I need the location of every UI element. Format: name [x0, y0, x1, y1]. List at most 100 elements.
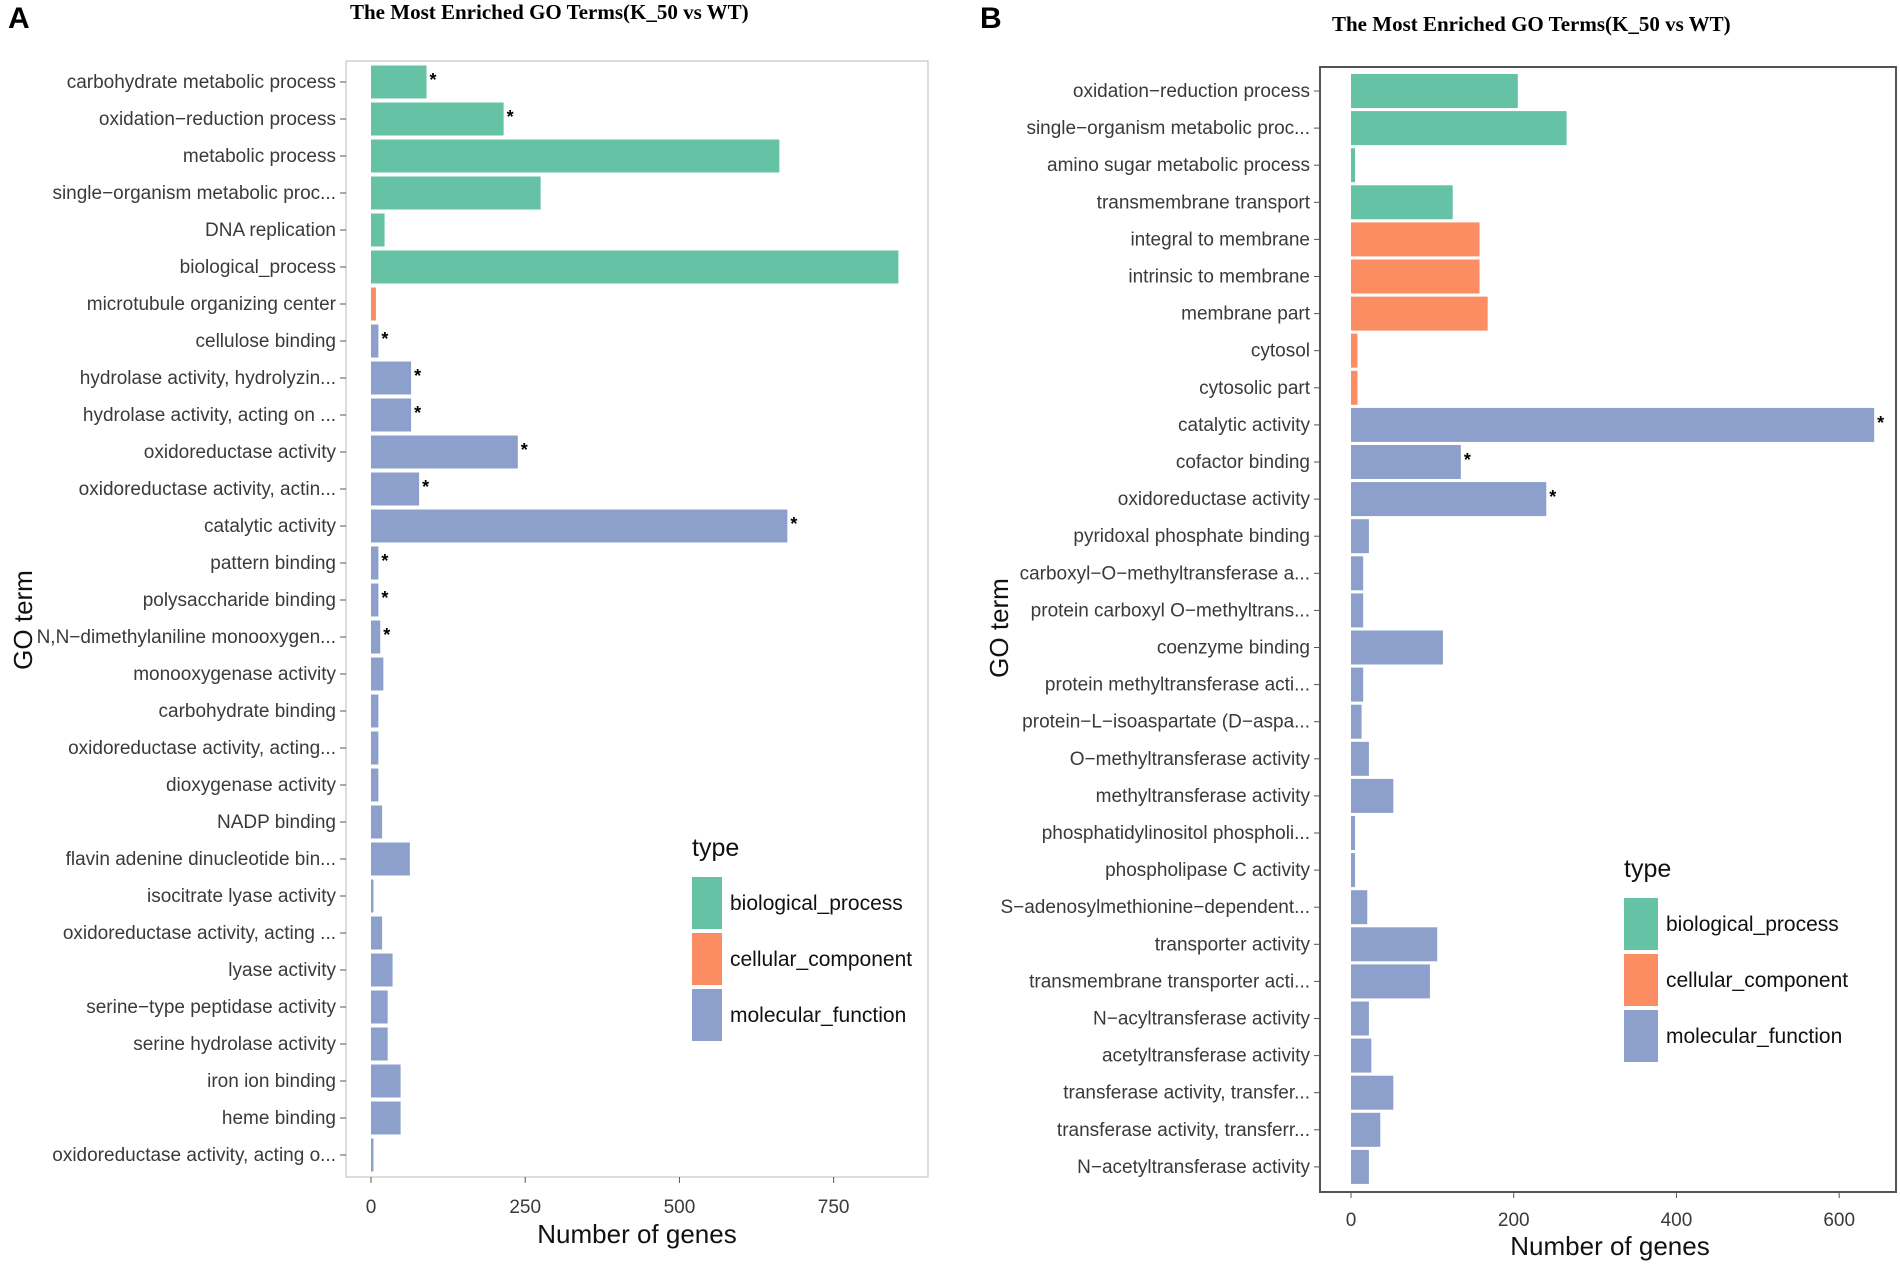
category-label-a-25: lyase activity: [228, 960, 336, 981]
category-label-a-16: N,N−dimethylaniline monooxygen...: [37, 627, 336, 648]
category-label-a-28: iron ion binding: [207, 1071, 336, 1092]
bar-a-6: [371, 250, 899, 284]
bar-b-29: [1351, 1112, 1381, 1147]
x-axis-title-a: Number of genes: [537, 1219, 736, 1249]
y-axis-title-b: GO term: [984, 578, 1014, 678]
panel-letter-b: B: [980, 2, 1002, 35]
significance-star-a-2: *: [507, 107, 514, 127]
category-label-a-4: single−organism metabolic proc...: [52, 183, 336, 204]
category-label-b-21: phosphatidylinositol phospholi...: [1042, 823, 1310, 844]
bar-a-17: [371, 657, 384, 691]
bar-b-8: [1351, 333, 1358, 368]
bar-a-7: [371, 287, 376, 321]
category-label-a-22: flavin adenine dinucleotide bin...: [66, 849, 336, 870]
bar-a-21: [371, 805, 383, 839]
x-tick-label-b-1: 0: [1346, 1210, 1357, 1231]
bar-b-1: [1351, 74, 1518, 108]
chart-title-a: The Most Enriched GO Terms(K_50 vs WT): [350, 0, 749, 24]
legend-swatch-a-cellular-component: [692, 933, 722, 985]
category-label-a-26: serine−type peptidase activity: [86, 997, 336, 1018]
category-label-b-22: phospholipase C activity: [1105, 860, 1310, 881]
bar-b-5: [1351, 222, 1480, 257]
bar-b-27: [1351, 1038, 1372, 1073]
category-label-a-6: biological_process: [180, 257, 336, 278]
significance-star-a-8: *: [381, 329, 388, 349]
bar-b-3: [1351, 148, 1356, 183]
category-label-b-30: N−acetyltransferase activity: [1077, 1157, 1310, 1178]
bar-b-13: [1351, 519, 1369, 554]
bar-b-30: [1351, 1149, 1369, 1184]
bar-b-24: [1351, 927, 1438, 962]
category-label-b-23: S−adenosylmethionine−dependent...: [1000, 897, 1310, 918]
bar-a-20: [371, 768, 379, 802]
category-label-a-11: oxidoreductase activity: [144, 442, 337, 463]
category-label-a-5: DNA replication: [205, 220, 336, 241]
legend-label-b-biological-process: biological_process: [1666, 913, 1839, 936]
bar-a-13: [371, 509, 788, 543]
y-axis-title-a: GO term: [8, 570, 38, 670]
bar-b-14: [1351, 556, 1364, 591]
category-label-b-5: integral to membrane: [1130, 229, 1310, 250]
bar-a-26: [371, 990, 388, 1024]
category-label-a-1: carbohydrate metabolic process: [67, 72, 336, 93]
legend-swatch-b-cellular-component: [1624, 954, 1658, 1006]
bar-b-23: [1351, 890, 1368, 925]
category-label-b-18: protein−L−isoaspartate (D−aspa...: [1022, 712, 1310, 733]
bar-b-10: [1351, 407, 1875, 442]
legend-swatch-a-biological-process: [692, 877, 722, 929]
significance-star-a-14: *: [381, 551, 388, 571]
category-label-b-8: cytosol: [1251, 341, 1310, 362]
bar-b-16: [1351, 630, 1443, 665]
significance-star-b-12: *: [1549, 487, 1556, 507]
significance-star-a-1: *: [430, 70, 437, 90]
category-label-a-30: oxidoreductase activity, acting o...: [52, 1145, 336, 1166]
bar-b-20: [1351, 778, 1394, 813]
bar-b-21: [1351, 816, 1356, 850]
bar-a-23: [371, 879, 374, 913]
bar-a-24: [371, 916, 383, 950]
bar-a-30: [371, 1138, 374, 1172]
legend-label-a-cellular-component: cellular_component: [730, 948, 912, 971]
category-label-a-10: hydrolase activity, acting on ...: [83, 405, 336, 426]
bar-b-15: [1351, 593, 1364, 628]
significance-star-b-11: *: [1464, 450, 1471, 470]
legend-label-a-molecular-function: molecular_function: [730, 1004, 906, 1027]
bar-b-25: [1351, 964, 1430, 999]
bar-b-7: [1351, 296, 1488, 331]
category-label-a-27: serine hydrolase activity: [133, 1034, 336, 1055]
panel-b: B The Most Enriched GO Terms(K_50 vs WT)…: [960, 0, 1900, 1270]
category-label-a-12: oxidoreductase activity, actin...: [79, 479, 336, 500]
x-tick-label-b-2: 200: [1498, 1210, 1530, 1231]
bar-chart-b: oxidation−reduction process single−organi…: [984, 66, 1897, 1261]
significance-star-b-10: *: [1877, 413, 1884, 433]
panel-a: A The Most Enriched GO Terms(K_50 vs WT)…: [8, 0, 929, 1249]
category-label-b-1: oxidation−reduction process: [1073, 81, 1310, 102]
x-tick-label-b-4: 600: [1823, 1210, 1855, 1231]
category-label-a-17: monooxygenase activity: [133, 664, 336, 685]
bar-a-19: [371, 731, 379, 765]
bar-a-8: [371, 324, 379, 358]
bar-a-3: [371, 139, 780, 173]
category-label-b-16: coenzyme binding: [1157, 638, 1310, 659]
plot-frame-a: [345, 60, 929, 1178]
category-label-a-18: carbohydrate binding: [159, 701, 336, 722]
significance-star-a-11: *: [521, 440, 528, 460]
bar-a-9: [371, 361, 412, 395]
bar-a-5: [371, 213, 385, 247]
significance-star-a-10: *: [414, 403, 421, 423]
category-label-a-9: hydrolase activity, hydrolyzin...: [80, 368, 336, 389]
category-label-a-15: polysaccharide binding: [143, 590, 336, 611]
category-label-a-20: dioxygenase activity: [166, 775, 337, 796]
category-label-a-29: heme binding: [222, 1108, 336, 1129]
category-label-b-3: amino sugar metabolic process: [1047, 155, 1310, 176]
x-tick-label-a-4: 750: [818, 1197, 850, 1218]
bar-b-22: [1351, 853, 1356, 888]
bar-b-4: [1351, 185, 1453, 220]
category-label-b-11: cofactor binding: [1176, 452, 1310, 473]
bar-a-22: [371, 842, 410, 876]
category-label-b-28: transferase activity, transfer...: [1063, 1083, 1310, 1104]
legend-label-a-biological-process: biological_process: [730, 892, 903, 915]
bar-b-17: [1351, 667, 1364, 702]
significance-star-a-9: *: [414, 366, 421, 386]
x-tick-label-b-3: 400: [1661, 1210, 1693, 1231]
